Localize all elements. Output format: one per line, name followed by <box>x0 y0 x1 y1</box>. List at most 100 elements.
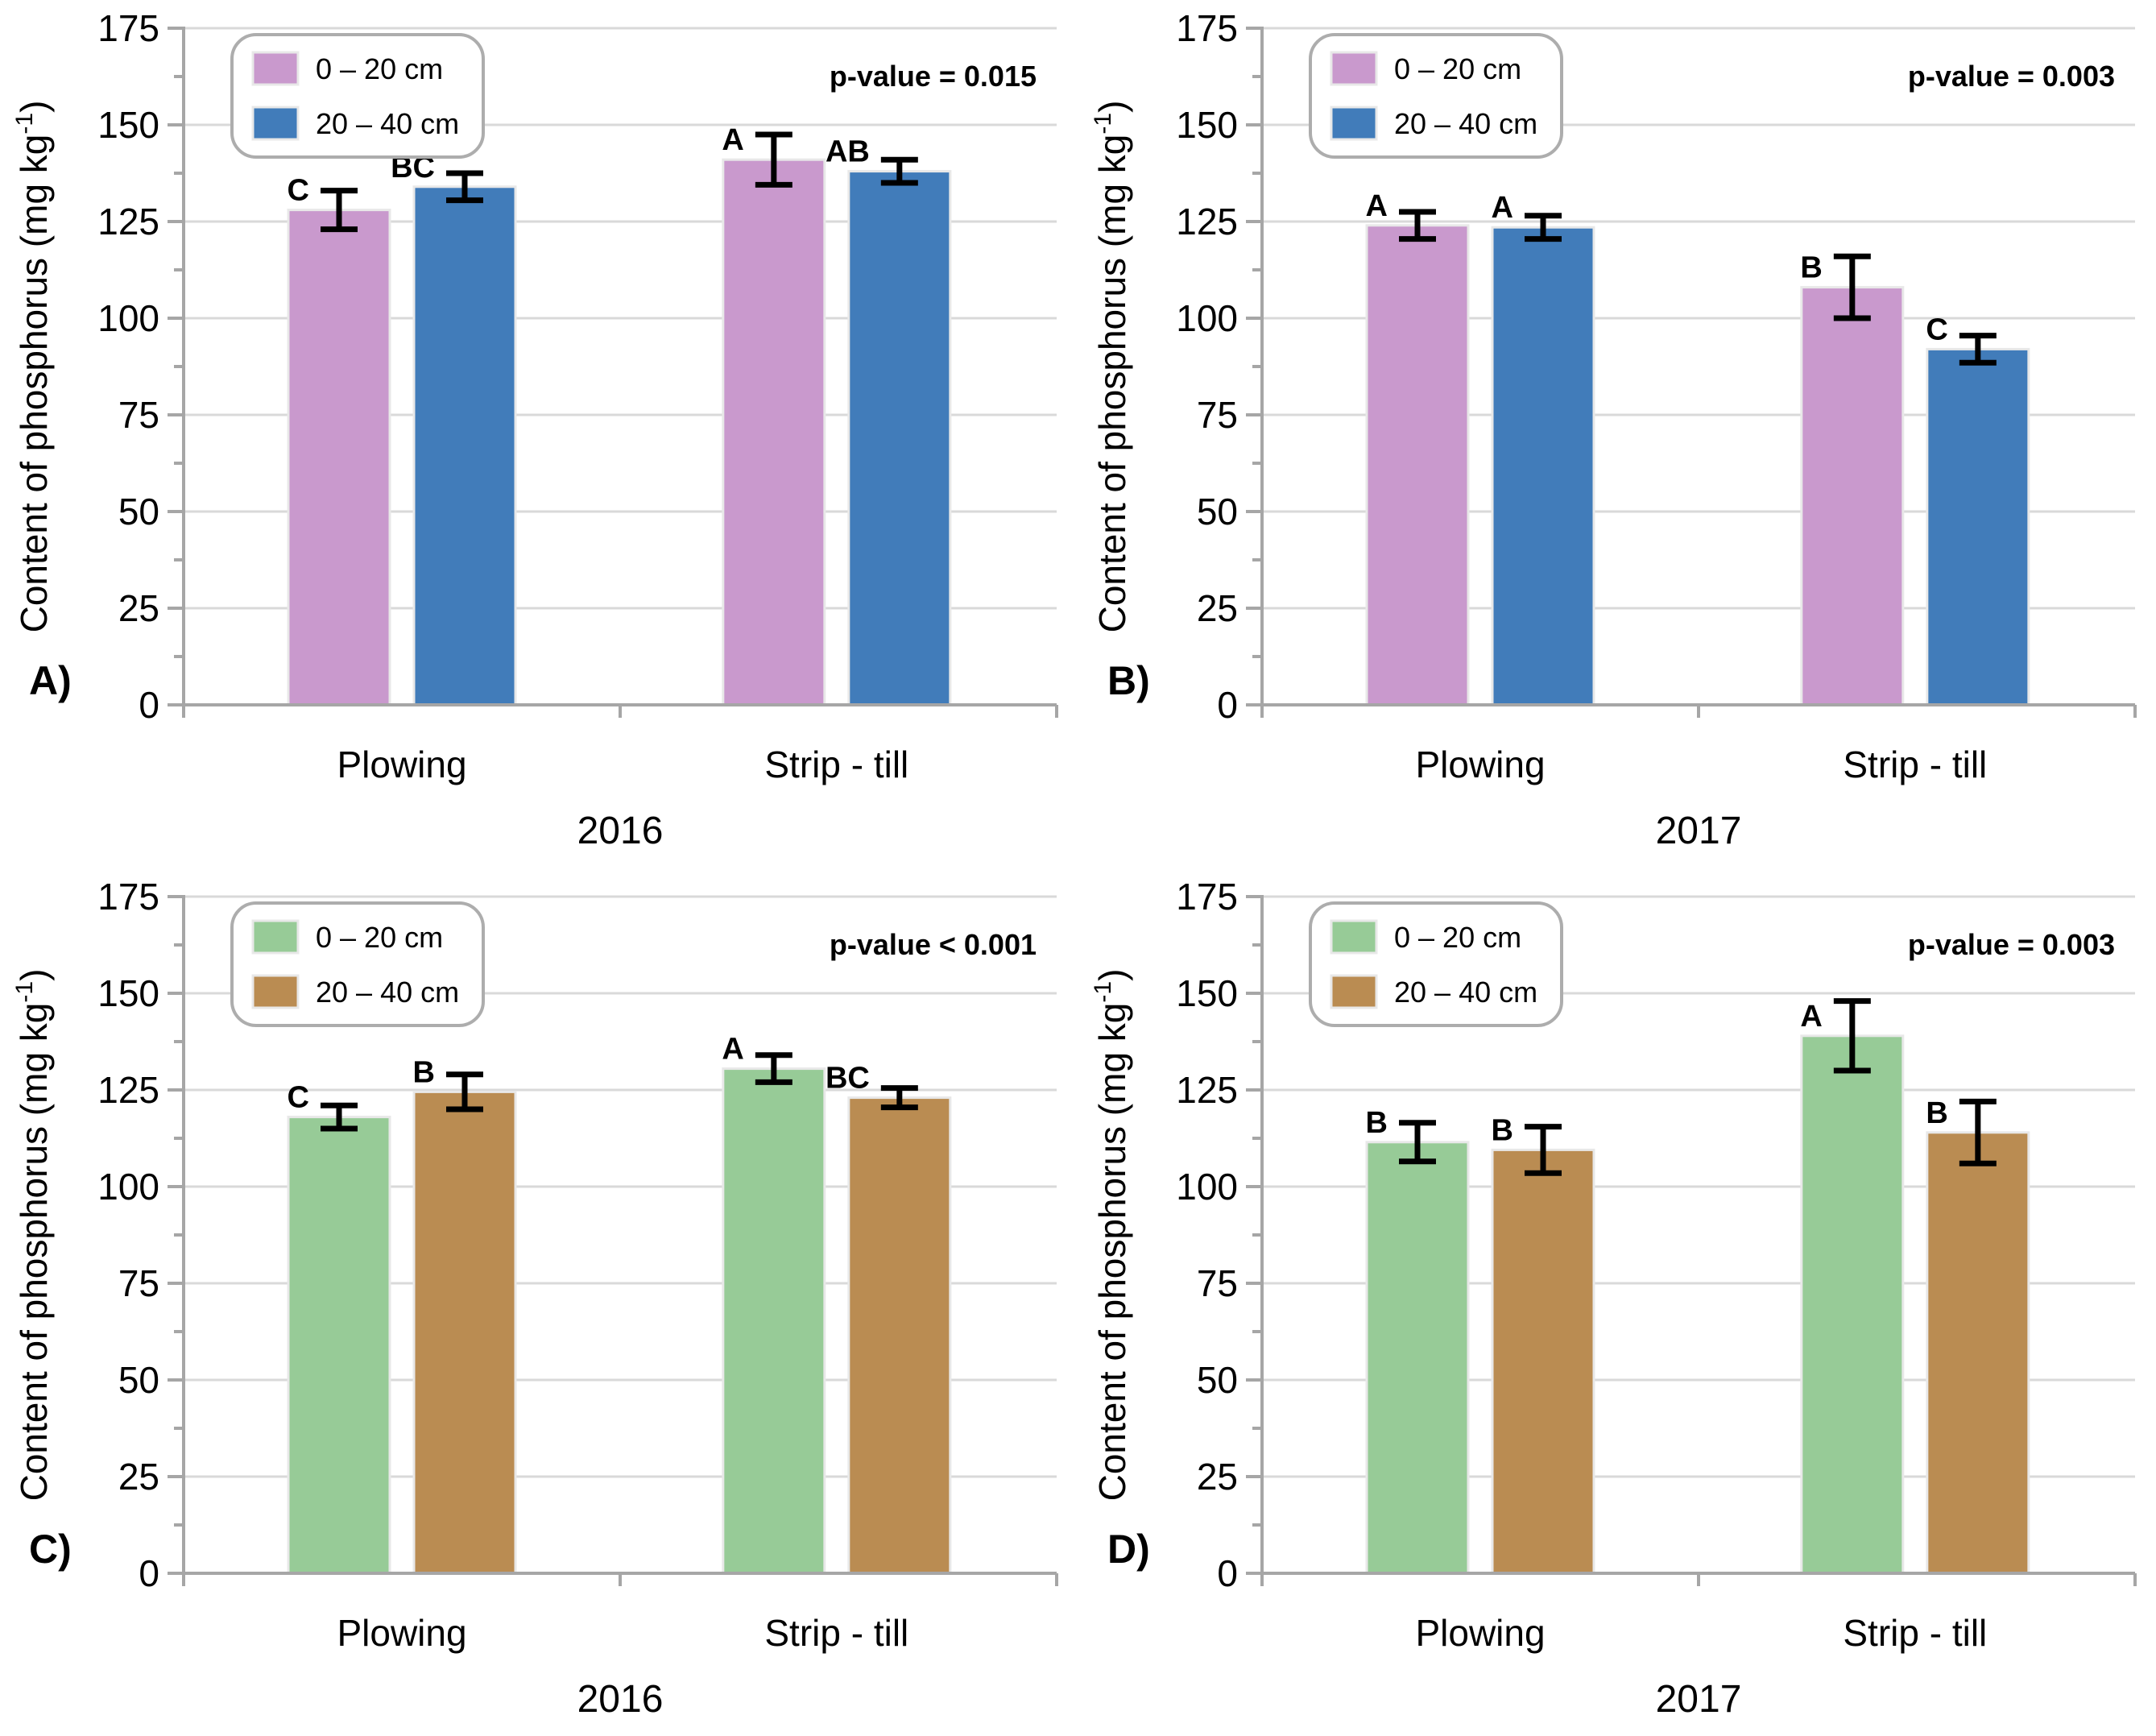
y-axis-title: Content of phosphorus (mg kg-1) <box>11 101 55 633</box>
y-tick-label: 175 <box>1176 876 1238 918</box>
legend: 0 – 20 cm 20 – 40 cm <box>1309 33 1563 159</box>
year-label: 2016 <box>577 810 664 852</box>
panel-letter: D) <box>1107 1527 1150 1572</box>
legend-label-1: 0 – 20 cm <box>316 52 443 85</box>
legend-swatch-2 <box>1330 974 1378 1009</box>
p-value-label: p-value = 0.003 <box>1908 60 2115 93</box>
p-value-label: p-value = 0.003 <box>1908 928 2115 961</box>
y-axis-title: Content of phosphorus (mg kg-1) <box>1090 101 1133 633</box>
sig-letter: C <box>1926 313 1947 346</box>
y-tick-label: 100 <box>1176 297 1238 339</box>
y-tick-label: 175 <box>1176 7 1238 49</box>
panel-letter: B) <box>1107 658 1150 703</box>
chart-B: A A Plowing B C Strip - till 0 25 50 75 100 125 150 1… <box>1090 7 2137 852</box>
bar-D-Plowing-series2 <box>1491 1148 1595 1575</box>
y-tick-label: 125 <box>97 1069 159 1111</box>
y-tick-label: 175 <box>97 876 159 918</box>
y-tick-label: 100 <box>1176 1166 1238 1208</box>
y-tick-label: 150 <box>97 972 159 1014</box>
y-tick-label: 175 <box>97 7 159 49</box>
legend-swatch-2 <box>251 106 300 141</box>
y-tick-label: 75 <box>1197 1262 1238 1304</box>
panel-a: C BC Plowing A AB Strip - till 0 25 50 75 100 125 15… <box>0 0 1078 868</box>
y-tick-label: 100 <box>97 297 159 339</box>
y-tick-label: 75 <box>118 1262 159 1304</box>
bar-C-Strip - till-series1 <box>722 1067 826 1575</box>
legend-swatch-1 <box>251 919 300 955</box>
sig-letter: B <box>1366 1106 1388 1140</box>
y-tick-label: 25 <box>1197 1456 1238 1498</box>
category-label: Strip - till <box>764 744 908 785</box>
sig-letter: A <box>722 123 743 157</box>
category-label: Strip - till <box>1843 744 1987 785</box>
year-label: 2016 <box>577 1678 664 1721</box>
legend-label-1: 0 – 20 cm <box>1394 52 1521 85</box>
y-tick-label: 125 <box>1176 201 1238 242</box>
bar-D-Strip - till-series2 <box>1926 1131 2030 1575</box>
sig-letter: B <box>1926 1096 1947 1130</box>
bar-A-Strip - till-series1 <box>722 158 826 706</box>
y-tick-label: 50 <box>118 1359 159 1401</box>
category-label: Plowing <box>1415 1612 1545 1654</box>
legend-swatch-2 <box>251 974 300 1009</box>
sig-letter: A <box>1492 191 1513 225</box>
panel-letter: C) <box>29 1527 72 1572</box>
p-value-label: p-value < 0.001 <box>830 928 1037 961</box>
y-tick-label: 0 <box>1217 1552 1238 1594</box>
chart-D: B B Plowing A B Strip - till 0 25 50 75 100 125 150 1… <box>1090 876 2137 1721</box>
y-tick-label: 125 <box>97 201 159 242</box>
category-label: Strip - till <box>764 1612 908 1654</box>
bar-B-Plowing-series1 <box>1365 224 1470 706</box>
bar-C-Strip - till-series2 <box>847 1096 952 1575</box>
y-tick-label: 100 <box>97 1166 159 1208</box>
legend-label-2: 20 – 40 cm <box>316 107 459 140</box>
bar-B-Strip - till-series1 <box>1800 286 1905 706</box>
legend-label-1: 0 – 20 cm <box>1394 921 1521 954</box>
panel-b: A A Plowing B C Strip - till 0 25 50 75 100 125 150 1… <box>1078 0 2156 868</box>
y-axis-title: Content of phosphorus (mg kg-1) <box>1090 969 1133 1502</box>
legend-swatch-1 <box>251 51 300 86</box>
year-label: 2017 <box>1656 1678 1742 1721</box>
p-value-label: p-value = 0.015 <box>830 60 1037 93</box>
y-tick-label: 75 <box>118 394 159 436</box>
bar-C-Plowing-series2 <box>412 1090 517 1575</box>
bar-A-Strip - till-series2 <box>847 170 952 706</box>
bar-B-Strip - till-series2 <box>1926 347 2030 706</box>
y-tick-label: 0 <box>139 1552 159 1594</box>
category-label: Strip - till <box>1843 1612 1987 1654</box>
panel-c: C B Plowing A BC Strip - till 0 25 50 75 100 125 150… <box>0 868 1078 1736</box>
y-tick-label: 0 <box>1217 684 1238 726</box>
legend-swatch-1 <box>1330 51 1378 86</box>
bar-A-Plowing-series1 <box>287 209 391 706</box>
legend: 0 – 20 cm 20 – 40 cm <box>1309 901 1563 1027</box>
legend-swatch-1 <box>1330 919 1378 955</box>
y-tick-label: 50 <box>1197 1359 1238 1401</box>
category-label: Plowing <box>337 744 466 785</box>
legend-swatch-2 <box>1330 106 1378 141</box>
sig-letter: BC <box>826 1062 870 1096</box>
sig-letter: A <box>1366 189 1388 223</box>
bar-C-Plowing-series1 <box>287 1116 391 1575</box>
year-label: 2017 <box>1656 810 1742 852</box>
y-tick-label: 25 <box>1197 587 1238 629</box>
bar-A-Plowing-series2 <box>412 185 517 706</box>
y-tick-label: 125 <box>1176 1069 1238 1111</box>
y-tick-label: 50 <box>1197 491 1238 532</box>
category-label: Plowing <box>337 1612 466 1654</box>
y-tick-label: 75 <box>1197 394 1238 436</box>
sig-letter: C <box>288 174 309 208</box>
legend-label-2: 20 – 40 cm <box>1394 107 1537 140</box>
legend: 0 – 20 cm 20 – 40 cm <box>230 901 485 1027</box>
sig-letter: B <box>1492 1113 1513 1147</box>
y-tick-label: 25 <box>118 587 159 629</box>
bar-D-Plowing-series1 <box>1365 1141 1470 1575</box>
chart-C: C B Plowing A BC Strip - till 0 25 50 75 100 125 150… <box>11 876 1058 1721</box>
category-label: Plowing <box>1415 744 1545 785</box>
y-tick-label: 50 <box>118 491 159 532</box>
sig-letter: AB <box>826 135 870 169</box>
y-tick-label: 25 <box>118 1456 159 1498</box>
y-tick-label: 150 <box>1176 972 1238 1014</box>
sig-letter: A <box>1800 1000 1822 1034</box>
